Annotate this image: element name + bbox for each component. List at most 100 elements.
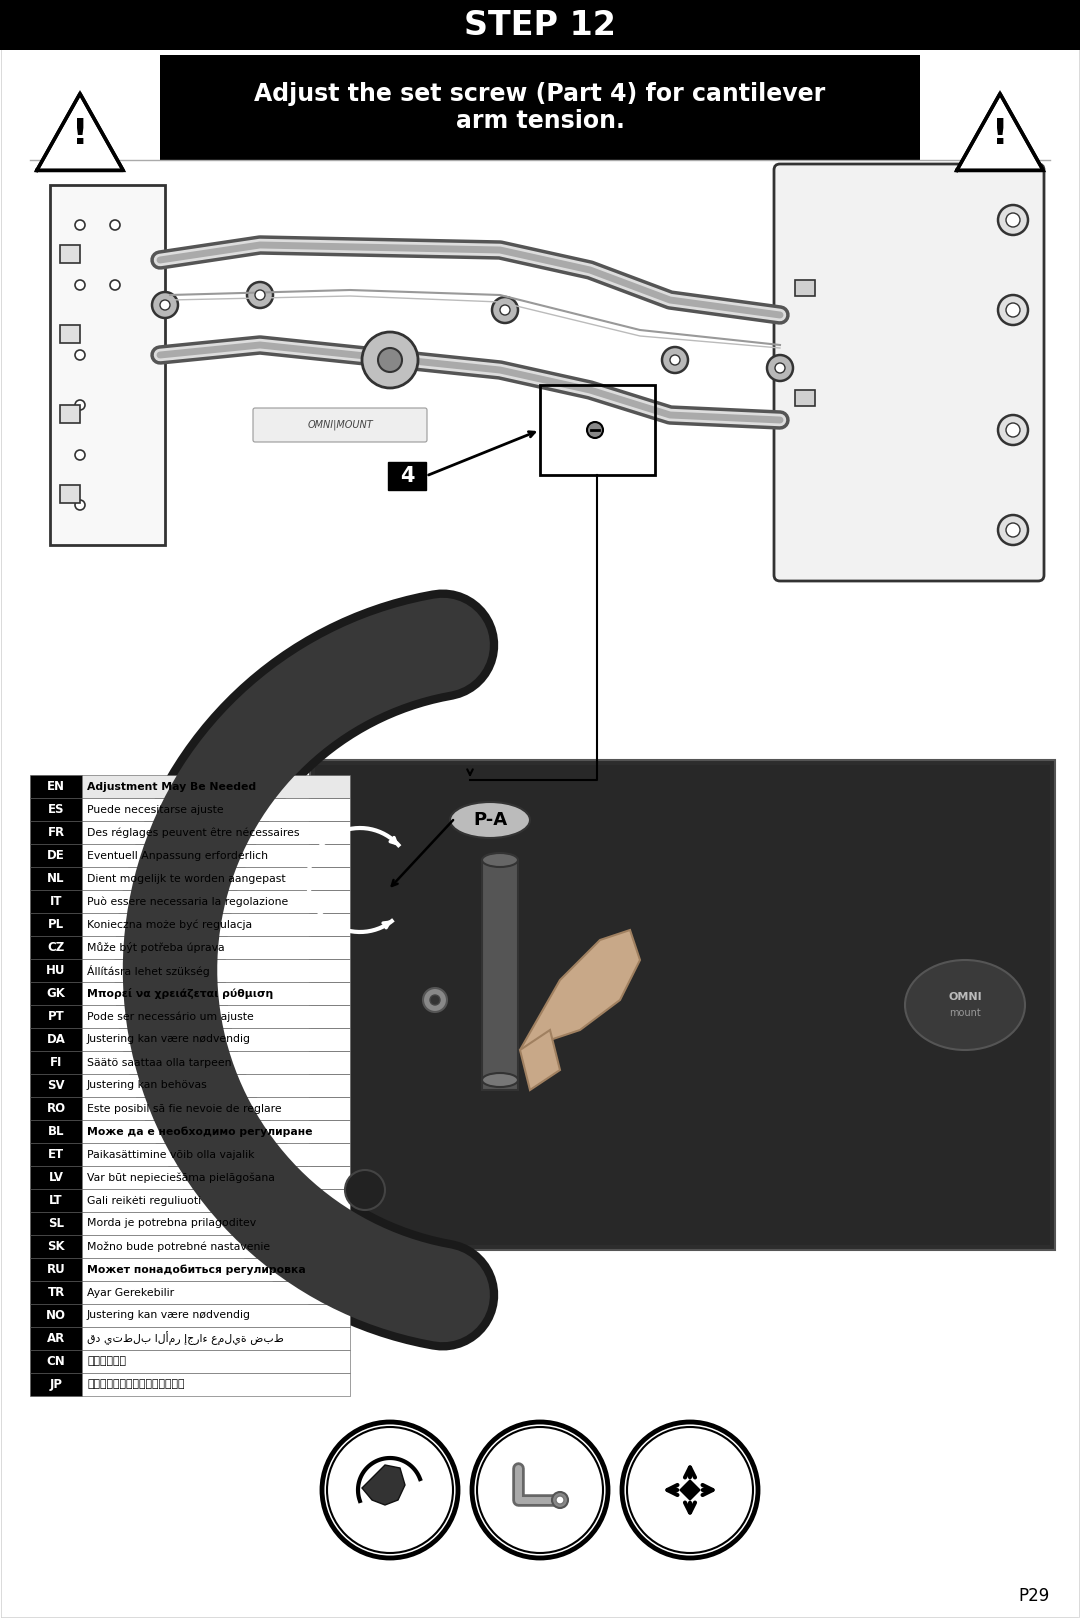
Bar [30, 1259, 82, 1281]
Text: BL: BL [48, 1125, 64, 1137]
Bar [82, 1097, 350, 1120]
Circle shape [345, 1170, 384, 1210]
FancyBboxPatch shape [60, 244, 80, 264]
Text: Adjustment May Be Needed: Adjustment May Be Needed [87, 781, 256, 791]
Circle shape [492, 298, 518, 324]
Bar [30, 1142, 82, 1167]
Bar [82, 1281, 350, 1304]
Text: Des réglages peuvent être nécessaires: Des réglages peuvent être nécessaires [87, 827, 299, 838]
Text: Konieczna może być regulacja: Konieczna może być regulacja [87, 919, 252, 930]
Circle shape [998, 414, 1028, 445]
Circle shape [75, 280, 85, 290]
Bar [82, 982, 350, 1005]
Bar [82, 820, 350, 845]
Text: Può essere necessaria la regolazione: Può essere necessaria la regolazione [87, 896, 288, 906]
Ellipse shape [482, 853, 518, 867]
Bar [310, 760, 1055, 1251]
Text: Morda je potrebna prilagoditev: Morda je potrebna prilagoditev [87, 1218, 256, 1228]
Bar [82, 959, 350, 982]
Bar [82, 890, 350, 913]
Text: ET: ET [48, 1149, 64, 1162]
Polygon shape [680, 1480, 700, 1500]
Bar [482, 861, 518, 1091]
Bar [82, 913, 350, 935]
Circle shape [998, 515, 1028, 545]
Text: Justering kan behövas: Justering kan behövas [87, 1081, 207, 1091]
Bar [30, 1120, 82, 1142]
Text: Säätö saattaa olla tarpeen: Säätö saattaa olla tarpeen [87, 1058, 231, 1068]
Circle shape [423, 989, 447, 1011]
Text: Dient mogelijk te worden aangepast: Dient mogelijk te worden aangepast [87, 874, 285, 883]
Bar [30, 867, 82, 890]
Bar [82, 1235, 350, 1259]
Bar [0, 0, 1080, 50]
Text: Může být potřeba úprava: Může být potřeba úprava [87, 942, 225, 953]
Text: Možno bude potrebné nastavenie: Možno bude potrebné nastavenie [87, 1241, 270, 1252]
Bar [30, 959, 82, 982]
Circle shape [500, 306, 510, 316]
Polygon shape [519, 1031, 561, 1091]
Bar [82, 798, 350, 820]
Bar [30, 798, 82, 820]
Bar [30, 775, 82, 798]
Bar [30, 1167, 82, 1189]
Bar [30, 982, 82, 1005]
Text: SL: SL [48, 1217, 64, 1230]
Text: Pode ser necessário um ajuste: Pode ser necessário um ajuste [87, 1011, 254, 1021]
Circle shape [75, 220, 85, 230]
Text: FR: FR [48, 827, 65, 840]
Text: Може да е необходимо регулиране: Може да е необходимо регулиране [87, 1126, 312, 1137]
Circle shape [160, 299, 170, 311]
Circle shape [327, 1427, 453, 1553]
Text: Justering kan være nødvendig: Justering kan være nødvendig [87, 1311, 251, 1320]
Text: Ayar Gerekebilir: Ayar Gerekebilir [87, 1288, 174, 1298]
FancyBboxPatch shape [253, 408, 427, 442]
Ellipse shape [905, 959, 1025, 1050]
Bar [82, 1120, 350, 1142]
Text: DE: DE [48, 849, 65, 862]
Bar [82, 867, 350, 890]
Text: 4: 4 [400, 466, 415, 485]
Text: P-A: P-A [473, 811, 508, 828]
Bar [30, 1235, 82, 1259]
Text: Gali reikėti reguliuoti: Gali reikėti reguliuoti [87, 1196, 201, 1205]
Circle shape [75, 450, 85, 460]
Text: CN: CN [46, 1354, 66, 1367]
Text: !: ! [991, 118, 1009, 152]
Circle shape [998, 294, 1028, 325]
Bar [160, 55, 920, 160]
Bar [30, 820, 82, 845]
Text: Eventuell Anpassung erforderlich: Eventuell Anpassung erforderlich [87, 851, 268, 861]
Text: PL: PL [48, 917, 64, 930]
FancyBboxPatch shape [795, 390, 815, 406]
Circle shape [430, 995, 440, 1005]
Polygon shape [37, 94, 123, 170]
Bar [82, 1259, 350, 1281]
Circle shape [477, 1427, 603, 1553]
Circle shape [627, 1427, 753, 1553]
Text: NL: NL [48, 872, 65, 885]
Circle shape [775, 362, 785, 374]
Circle shape [998, 205, 1028, 235]
FancyBboxPatch shape [50, 184, 165, 545]
Circle shape [75, 349, 85, 359]
Bar [82, 1349, 350, 1374]
Bar [82, 1212, 350, 1235]
Text: Adjust the set screw (Part 4) for cantilever
arm tension.: Adjust the set screw (Part 4) for cantil… [255, 81, 825, 133]
Circle shape [767, 354, 793, 380]
Ellipse shape [450, 803, 530, 838]
Circle shape [588, 422, 603, 438]
Circle shape [472, 1422, 608, 1558]
Text: Paikasättimine võib olla vajalik: Paikasättimine võib olla vajalik [87, 1149, 255, 1160]
Bar [30, 1349, 82, 1374]
Bar [30, 1027, 82, 1052]
FancyBboxPatch shape [315, 765, 1050, 1244]
Bar [82, 1327, 350, 1349]
Bar [30, 1189, 82, 1212]
Bar [82, 1189, 350, 1212]
Bar [30, 1281, 82, 1304]
Circle shape [1005, 303, 1020, 317]
Circle shape [622, 1422, 758, 1558]
FancyBboxPatch shape [795, 280, 815, 296]
Circle shape [552, 1492, 568, 1508]
